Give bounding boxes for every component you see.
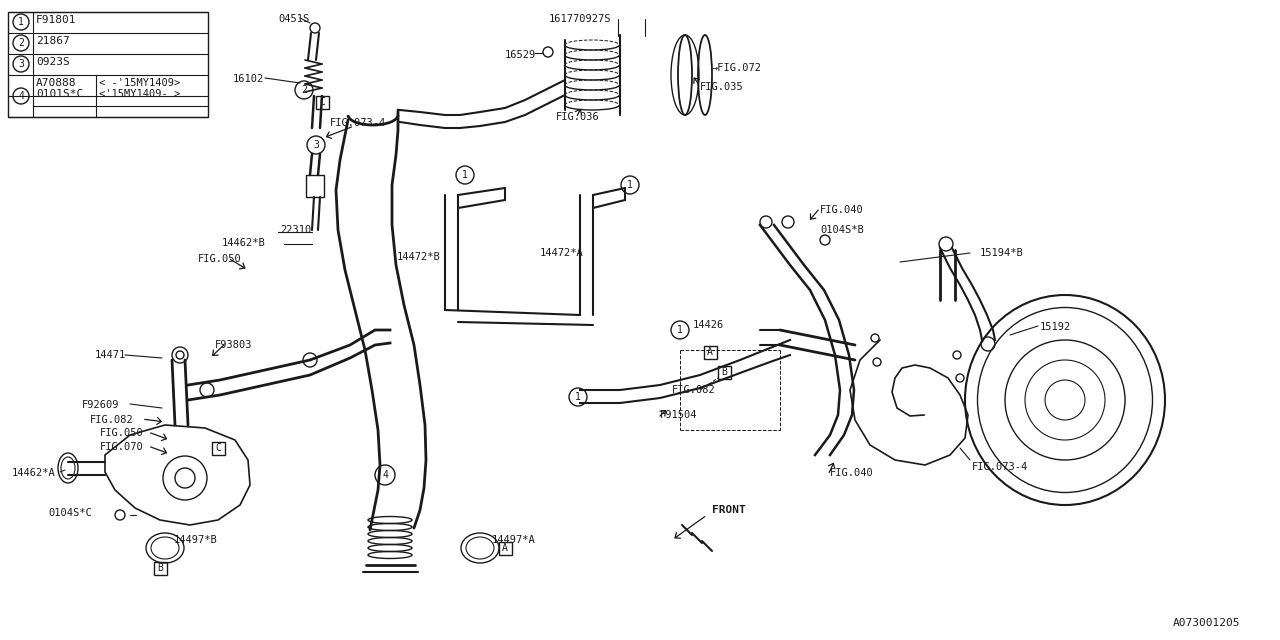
Text: 4: 4	[18, 91, 24, 101]
Text: 14497*B: 14497*B	[174, 535, 218, 545]
Text: 15192: 15192	[1039, 322, 1071, 332]
Text: 14462*A: 14462*A	[12, 468, 55, 478]
Text: 0101S*C: 0101S*C	[36, 89, 83, 99]
Text: <'15MY1409- >: <'15MY1409- >	[99, 89, 180, 99]
Text: A: A	[502, 543, 508, 553]
Text: 16529: 16529	[506, 50, 536, 60]
Bar	[211, 442, 224, 454]
Text: 1: 1	[627, 180, 632, 190]
Text: 15194*B: 15194*B	[980, 248, 1024, 258]
Text: 0451S: 0451S	[278, 14, 310, 24]
Text: 14472*B: 14472*B	[397, 252, 440, 262]
Text: FIG.073-4: FIG.073-4	[972, 462, 1028, 472]
Text: 161770927S: 161770927S	[549, 14, 612, 24]
Text: F91801: F91801	[36, 15, 77, 25]
Text: 0104S*B: 0104S*B	[820, 225, 864, 235]
Text: B: B	[157, 563, 163, 573]
Text: FIG.035: FIG.035	[700, 82, 744, 92]
Text: 3: 3	[314, 140, 319, 150]
Text: F91504: F91504	[660, 410, 698, 420]
Text: FRONT: FRONT	[712, 505, 746, 515]
Text: 14497*A: 14497*A	[492, 535, 536, 545]
Text: FIG.050: FIG.050	[100, 428, 143, 438]
Bar	[8, 12, 209, 117]
Text: 0104S*C: 0104S*C	[49, 508, 92, 518]
Text: B: B	[721, 367, 727, 377]
Text: FIG.082: FIG.082	[672, 385, 716, 395]
Ellipse shape	[146, 533, 184, 563]
Ellipse shape	[461, 533, 499, 563]
Text: F93803: F93803	[215, 340, 252, 350]
Text: 2: 2	[18, 38, 24, 48]
Text: 2: 2	[301, 85, 307, 95]
Text: FIG.040: FIG.040	[829, 468, 874, 478]
Text: FIG.073-4: FIG.073-4	[330, 118, 387, 128]
Text: 22310: 22310	[280, 225, 311, 235]
Text: < -'15MY1409>: < -'15MY1409>	[99, 78, 180, 88]
Text: F92609: F92609	[82, 400, 119, 410]
Text: FIG.070: FIG.070	[100, 442, 143, 452]
Text: →FIG.072: →FIG.072	[712, 63, 762, 73]
Text: FIG.082: FIG.082	[90, 415, 133, 425]
Text: C: C	[319, 97, 325, 107]
Text: 14426: 14426	[692, 320, 724, 330]
Text: 1: 1	[677, 325, 684, 335]
Text: 3: 3	[18, 59, 24, 69]
Text: 21867: 21867	[36, 36, 69, 46]
Text: 1: 1	[18, 17, 24, 27]
Text: 14471: 14471	[95, 350, 127, 360]
Ellipse shape	[58, 453, 78, 483]
Text: 14462*B: 14462*B	[221, 238, 266, 248]
Bar	[718, 365, 731, 378]
Text: 14472*A: 14472*A	[540, 248, 584, 258]
Bar	[154, 561, 166, 575]
Text: 4: 4	[381, 470, 388, 480]
Text: 1: 1	[462, 170, 468, 180]
Text: 1: 1	[575, 392, 581, 402]
Text: FIG.040: FIG.040	[820, 205, 864, 215]
Text: A073001205: A073001205	[1172, 618, 1240, 628]
Text: A70888: A70888	[36, 78, 77, 88]
Text: 16102: 16102	[233, 74, 264, 84]
Bar	[306, 175, 324, 197]
Text: FIG.050: FIG.050	[198, 254, 242, 264]
Bar	[498, 541, 512, 554]
Text: C: C	[215, 443, 221, 453]
Text: A: A	[707, 347, 713, 357]
Bar	[704, 346, 717, 358]
Text: FIG.036: FIG.036	[556, 112, 600, 122]
Text: 0923S: 0923S	[36, 57, 69, 67]
Bar	[315, 95, 329, 109]
